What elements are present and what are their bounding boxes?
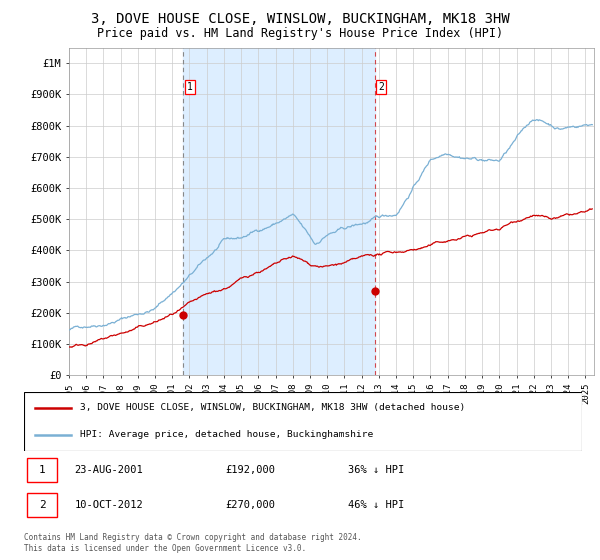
Text: 3, DOVE HOUSE CLOSE, WINSLOW, BUCKINGHAM, MK18 3HW: 3, DOVE HOUSE CLOSE, WINSLOW, BUCKINGHAM… (91, 12, 509, 26)
Text: 1: 1 (187, 82, 193, 92)
Text: Price paid vs. HM Land Registry's House Price Index (HPI): Price paid vs. HM Land Registry's House … (97, 27, 503, 40)
Text: 1: 1 (39, 465, 46, 475)
Text: 36% ↓ HPI: 36% ↓ HPI (347, 465, 404, 475)
Text: Contains HM Land Registry data © Crown copyright and database right 2024.
This d: Contains HM Land Registry data © Crown c… (24, 533, 362, 553)
Text: 2: 2 (379, 82, 384, 92)
Text: 2: 2 (39, 500, 46, 510)
Text: £270,000: £270,000 (225, 500, 275, 510)
Text: HPI: Average price, detached house, Buckinghamshire: HPI: Average price, detached house, Buck… (80, 431, 373, 440)
Text: 23-AUG-2001: 23-AUG-2001 (74, 465, 143, 475)
Text: 10-OCT-2012: 10-OCT-2012 (74, 500, 143, 510)
Text: 46% ↓ HPI: 46% ↓ HPI (347, 500, 404, 510)
Bar (184, 48, 375, 375)
Bar (27, 458, 58, 482)
Text: £192,000: £192,000 (225, 465, 275, 475)
Bar (27, 493, 58, 517)
Text: 3, DOVE HOUSE CLOSE, WINSLOW, BUCKINGHAM, MK18 3HW (detached house): 3, DOVE HOUSE CLOSE, WINSLOW, BUCKINGHAM… (80, 403, 465, 412)
